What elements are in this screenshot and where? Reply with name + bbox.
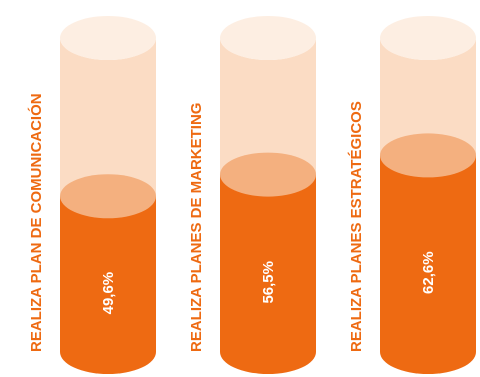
cylinder-top-cap [220,16,316,60]
value-label: 62,6% [420,251,437,294]
cylinder-top-cap [60,16,156,60]
bar-fill [220,174,316,374]
bar-fill [380,155,476,374]
bar-fill [60,196,156,374]
bar-fill-surface [380,133,476,178]
value-label: 49,6% [100,272,117,315]
bar-fill-surface [220,152,316,197]
cylinder-empty-body [60,38,156,219]
value-label: 56,5% [260,261,277,304]
cylinder-top-cap [380,16,476,60]
category-label: REALIZA PLAN DE COMUNICACIÓN [27,93,45,352]
bar-fill-surface [60,174,156,219]
category-label: REALIZA PLANES ESTRATÉGICOS [348,101,365,352]
category-label: REALIZA PLANES DE MARKETING [188,103,205,352]
